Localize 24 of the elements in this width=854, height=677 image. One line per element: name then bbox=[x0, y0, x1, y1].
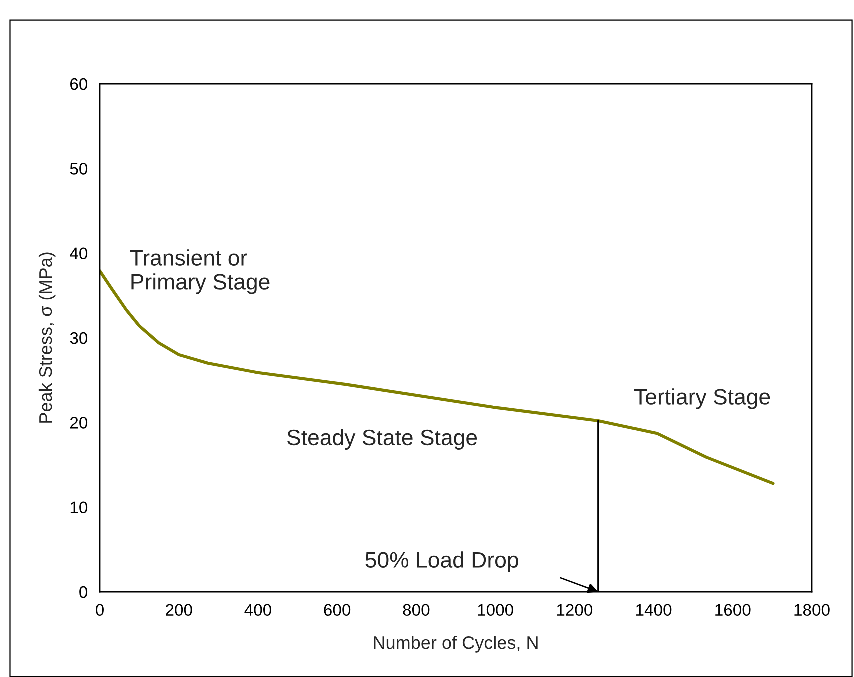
x-tick-label: 1000 bbox=[478, 604, 514, 616]
x-tick-label: 1800 bbox=[794, 604, 830, 616]
x-tick-label: 0 bbox=[96, 604, 104, 616]
x-axis-title: Number of Cycles, N bbox=[374, 636, 538, 653]
y-tick-label: 30 bbox=[70, 332, 88, 344]
annotation: Steady State Stage bbox=[288, 429, 478, 450]
line-series bbox=[100, 270, 775, 486]
x-tick-label: 1600 bbox=[716, 604, 751, 616]
x-tick-label: 600 bbox=[324, 604, 351, 616]
y-axis-title: Peak Stress, σ (MPa) bbox=[38, 252, 56, 423]
y-tick-label: 40 bbox=[70, 248, 88, 260]
x-tick-label: 1200 bbox=[557, 604, 593, 616]
x-tick-label: 400 bbox=[244, 604, 272, 616]
x-tick-label: 800 bbox=[403, 604, 430, 616]
y-tick-label: 20 bbox=[70, 417, 88, 429]
y-tick-label: 0 bbox=[80, 586, 88, 598]
y-tick-label: 10 bbox=[70, 502, 88, 514]
x-tick-label: 1400 bbox=[636, 604, 672, 616]
annotation: Tertiary Stage bbox=[634, 388, 770, 410]
annotation: 50% Load Drop bbox=[366, 552, 518, 572]
y-tick-label: 60 bbox=[70, 78, 88, 90]
x-tick-label: 200 bbox=[166, 604, 192, 616]
annotation: Transient or Primary Stage bbox=[130, 250, 270, 294]
y-tick-label: 50 bbox=[70, 163, 88, 175]
